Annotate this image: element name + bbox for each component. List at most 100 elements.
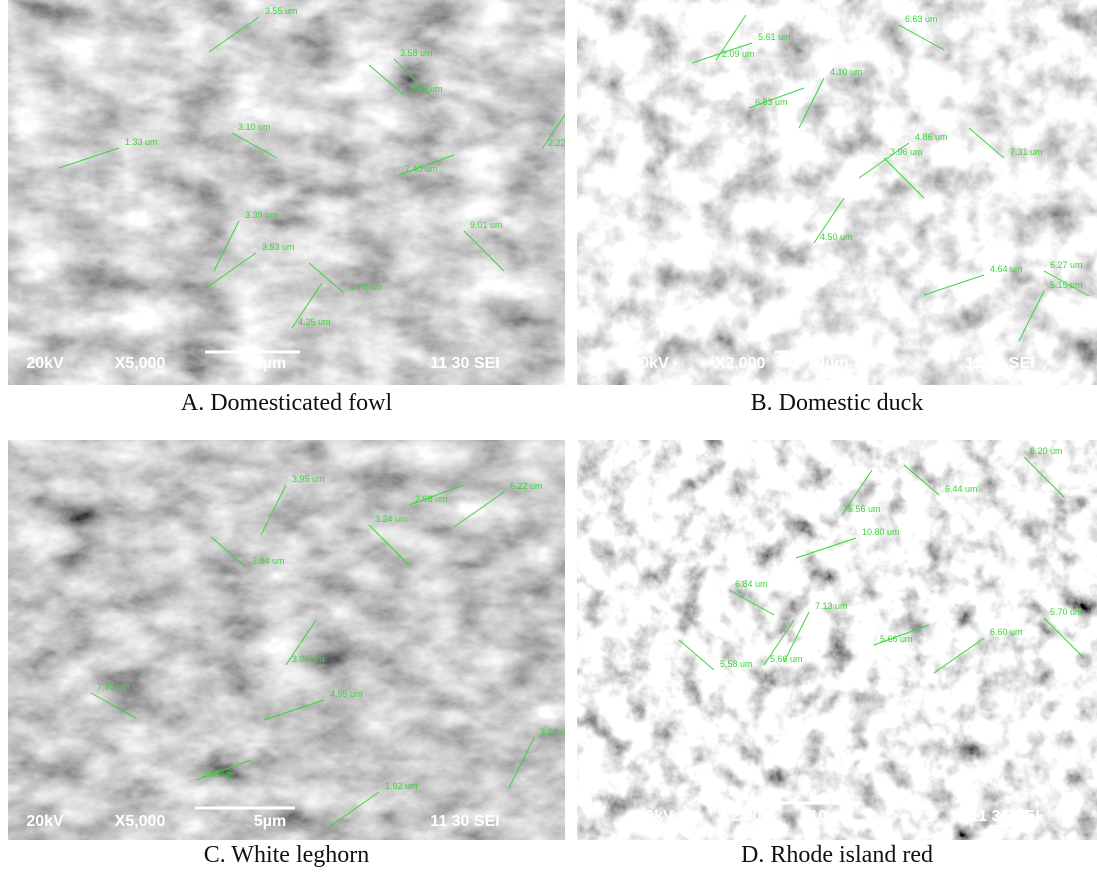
- measure-label: 3.53 um: [262, 242, 295, 252]
- measure-line: [795, 537, 857, 559]
- measure-label: 6.44 um: [945, 484, 978, 494]
- measure-label: 3.64 um: [540, 727, 573, 737]
- measure-line: [408, 484, 465, 506]
- measure-line: [873, 624, 930, 646]
- measure-label: 1.65 um: [410, 84, 443, 94]
- measure-line: [1018, 290, 1045, 342]
- measure-label: 1.33 um: [125, 137, 158, 147]
- sem-info: 20kV: [26, 355, 64, 372]
- measure-label: 7.31 um: [1010, 147, 1043, 157]
- sem-info: 20kV: [636, 808, 674, 825]
- measure-label: 5.15 um: [1050, 280, 1083, 290]
- measure-label: 5.66 um: [880, 634, 913, 644]
- measure-label: 9.01 um: [470, 220, 503, 230]
- sem-info: 11 30 SEI: [970, 808, 1039, 825]
- measure-line: [883, 157, 925, 199]
- sem-texture: [8, 0, 565, 385]
- measure-line: [231, 132, 278, 159]
- measure-line: [841, 469, 873, 516]
- sem-info: 5µm: [254, 813, 286, 830]
- measure-label: 5.61 um: [758, 32, 791, 42]
- measure-line: [903, 464, 940, 496]
- measure-line: [205, 252, 257, 289]
- measure-label: 4.75 um: [350, 282, 383, 292]
- measure-line: [728, 589, 775, 616]
- measure-line: [678, 639, 715, 671]
- measure-label: 4.86 um: [915, 132, 948, 142]
- measure-line: [368, 524, 410, 566]
- measure-line: [1043, 617, 1085, 659]
- sem-panel: 3.55 um 3.58 um 1.65 um 2.22 um 1.33 um 3.10 …: [8, 0, 565, 385]
- measure-label: 3.96 um: [890, 147, 923, 157]
- measure-label: 3.24 um: [375, 514, 408, 524]
- measure-line: [541, 113, 565, 150]
- measure-line: [763, 619, 795, 666]
- measure-label: 4.64 um: [990, 264, 1023, 274]
- measure-line: [1023, 456, 1065, 498]
- panel-caption: A. Domesticated fowl: [181, 390, 393, 416]
- measure-line: [208, 16, 260, 53]
- sem-panel: 3.95 um 2.68 um 6.22 um 3.24 um 3.84 um 3.05 …: [8, 440, 573, 840]
- measure-line: [90, 692, 137, 719]
- measure-line: [715, 14, 747, 61]
- measure-line: [213, 220, 240, 272]
- measure-line: [748, 87, 805, 109]
- measure-label: 5.58 um: [720, 659, 753, 669]
- sem-info: 11 30 SEI: [965, 355, 1034, 372]
- measure-label: 6.63 um: [905, 14, 938, 24]
- measure-line: [368, 64, 405, 96]
- measure-label: 6.60 um: [990, 627, 1023, 637]
- measure-line: [933, 637, 985, 674]
- sem-info: X5,000: [115, 813, 166, 830]
- measure-label: 5.70 um: [1050, 607, 1083, 617]
- measure-label: 4.95 um: [330, 689, 363, 699]
- measure-line: [328, 791, 380, 828]
- panel-caption: C. White leghorn: [204, 842, 370, 868]
- measure-label: 7.13 um: [815, 601, 848, 611]
- measure-line: [398, 154, 455, 176]
- sem-panel: 6.20 um 6.44 um 5.56 um 10.80 um 6.84 um 7.13…: [577, 440, 1097, 840]
- sem-panel: 2.09 um5.61 um 6.63 um 4.10 um 6.83 um 4.86 …: [577, 0, 1097, 385]
- measure-label: 3.95 um: [292, 474, 325, 484]
- measure-label: 6.83 um: [755, 97, 788, 107]
- sem-texture: [577, 0, 1097, 385]
- measure-label: 3.84 um: [252, 556, 285, 566]
- measure-label: 3.39 um: [245, 210, 278, 220]
- sem-info: 20kV: [631, 355, 669, 372]
- measure-line: [898, 24, 945, 51]
- measure-line: [968, 127, 1005, 159]
- measure-label: 1.92 um: [385, 781, 418, 791]
- measure-line: [923, 274, 985, 296]
- measure-label: 10.80 um: [862, 527, 900, 537]
- sem-info: X2,000: [715, 355, 766, 372]
- measure-label: 4.10 um: [830, 67, 863, 77]
- measure-line: [308, 262, 345, 294]
- measure-line: [58, 147, 120, 169]
- measure-line: [260, 484, 287, 536]
- measure-line: [453, 491, 505, 528]
- measure-line: [285, 619, 317, 666]
- sem-texture: [8, 440, 565, 840]
- sem-info: X5,000: [115, 355, 166, 372]
- measure-label: 6.84 um: [735, 579, 768, 589]
- panel-caption: B. Domestic duck: [751, 390, 924, 416]
- measure-line: [508, 737, 535, 789]
- measure-line: [858, 142, 910, 179]
- measure-label: 2.68 um: [415, 494, 448, 504]
- sem-info: 5µm: [254, 355, 286, 372]
- measure-line: [691, 42, 753, 64]
- measure-line: [463, 230, 505, 272]
- sem-info: 10µm: [807, 355, 848, 372]
- measure-line: [291, 282, 323, 329]
- sem-info: 11 30 SEI: [430, 355, 499, 372]
- measure-line: [393, 58, 435, 100]
- sem-texture: [577, 440, 1097, 840]
- measure-label: 3.58 um: [400, 48, 433, 58]
- measure-label: 2.09 um: [722, 49, 755, 59]
- measure-label: 6.22 um: [510, 481, 543, 491]
- measure-label: 7.70 um: [97, 682, 130, 692]
- measure-label: 5.66 um: [770, 654, 803, 664]
- measure-line: [195, 759, 252, 781]
- measure-line: [1043, 270, 1090, 297]
